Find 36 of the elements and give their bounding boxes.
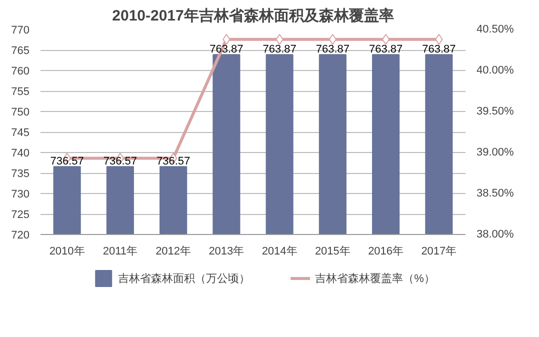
x-tick-label: 2014年 (262, 246, 298, 258)
data-label: 763.87 (262, 44, 296, 56)
y-tick-label: 760 (11, 66, 30, 78)
x-tick-label: 2011年 (102, 246, 138, 258)
legend-label: 吉林省森林覆盖率（%） (315, 272, 435, 286)
legend-label: 吉林省森林面积（万公顷） (118, 272, 250, 286)
y-tick-label: 770 (11, 24, 30, 36)
y2-tick-label: 39.50% (476, 106, 514, 118)
y-tick-label: 745 (11, 127, 30, 139)
y2-tick-label: 38.00% (476, 228, 514, 240)
y-tick-label: 730 (11, 188, 30, 200)
y-tick-label: 765 (11, 45, 30, 57)
x-tick-label: 2010年 (49, 246, 85, 258)
x-tick-label: 2015年 (314, 246, 350, 258)
y-tick-label: 740 (11, 148, 30, 160)
y2-tick-label: 38.50% (476, 188, 514, 200)
data-label: 736.57 (103, 156, 138, 168)
y-tick-label: 750 (11, 106, 30, 118)
x-tick-label: 2017年 (421, 246, 457, 258)
chart-title: 2010-2017年吉林省森林面积及森林覆盖率 (112, 6, 394, 24)
y2-tick-label: 40.50% (476, 24, 514, 36)
data-label: 736.57 (50, 156, 84, 168)
y2-tick-label: 40.00% (476, 64, 514, 76)
x-tick-label: 2012年 (156, 246, 192, 258)
data-label: 763.87 (368, 44, 403, 56)
data-label: 763.87 (422, 44, 456, 56)
y-tick-label: 725 (11, 209, 30, 221)
y-tick-label: 735 (11, 168, 30, 180)
data-label: 763.87 (316, 44, 350, 56)
y-tick-label: 720 (11, 230, 30, 242)
y2-tick-label: 39.00% (476, 146, 514, 158)
x-tick-label: 2016年 (368, 246, 404, 258)
x-tick-label: 2013年 (208, 246, 244, 258)
data-label: 736.57 (156, 156, 190, 168)
y-tick-label: 755 (11, 86, 30, 98)
data-label: 763.87 (210, 44, 244, 56)
